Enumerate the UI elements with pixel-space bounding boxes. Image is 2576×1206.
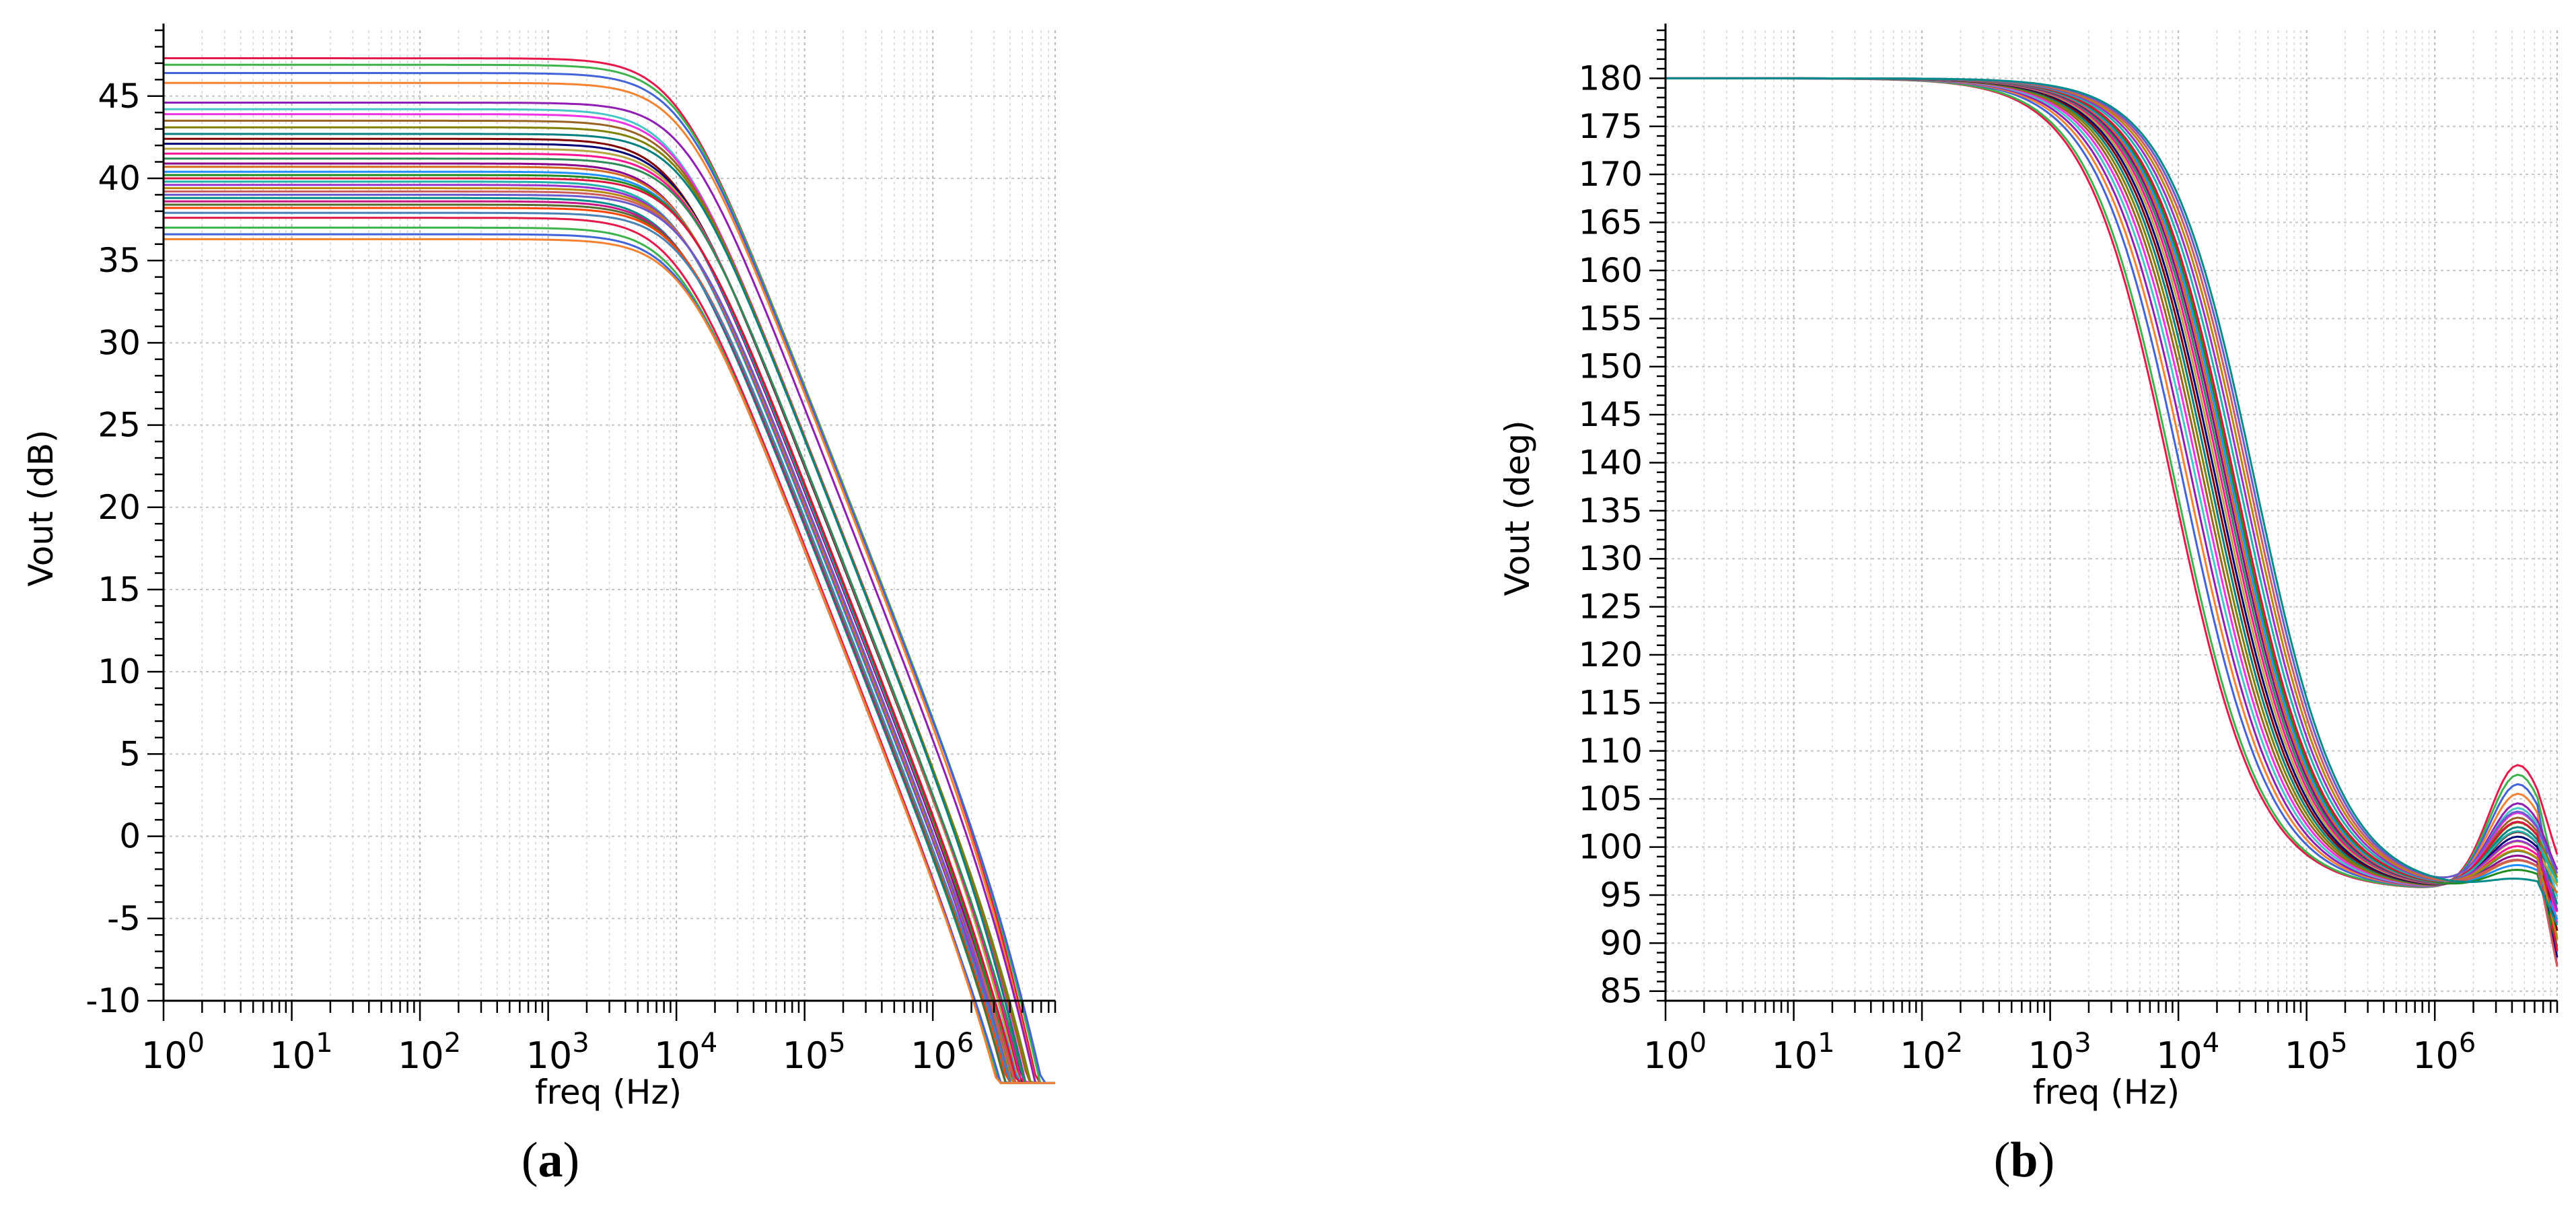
magnitude-series-line — [164, 217, 1055, 1084]
magnitude-x-tick-label: 100 — [141, 1028, 205, 1077]
phase-y-tick-label: 150 — [1579, 347, 1643, 386]
magnitude-y-tick-label: 35 — [98, 241, 141, 280]
phase-series-line — [1666, 77, 2559, 911]
phase-x-tick-label: 104 — [2156, 1028, 2219, 1077]
magnitude-y-tick-label: -10 — [85, 981, 141, 1020]
magnitude-x-axis-label: freq (Hz) — [535, 1073, 682, 1112]
magnitude-y-tick-label: 5 — [119, 734, 141, 773]
phase-x-axis-label: freq (Hz) — [2033, 1073, 2180, 1112]
magnitude-series-line — [164, 133, 1055, 1084]
magnitude-y-tick-label: 0 — [119, 817, 141, 856]
magnitude-series-line — [164, 113, 1055, 1084]
magnitude-series-line — [164, 211, 1055, 1084]
magnitude-series-line — [164, 197, 1055, 1084]
phase-x-tick-labels: 100 101 102 103 104 105 106 — [1643, 1028, 2476, 1077]
magnitude-series-line — [164, 238, 1055, 1084]
magnitude-series-line — [164, 72, 1055, 1084]
caption-b: (b) — [1994, 1133, 2054, 1188]
phase-y-tick-label: 110 — [1579, 732, 1643, 771]
magnitude-x-tick-label: 103 — [526, 1028, 589, 1077]
phase-y-axis-label: Vout (deg) — [1498, 420, 1537, 596]
phase-y-tick-label: 105 — [1579, 779, 1643, 818]
phase-series-line — [1666, 77, 2559, 912]
magnitude-y-tick-label: -5 — [107, 899, 141, 938]
phase-y-tick-label: 95 — [1600, 876, 1643, 915]
magnitude-y-tick-label: 30 — [98, 323, 141, 362]
phase-series-group — [1666, 77, 2559, 967]
magnitude-x-tick-label: 104 — [654, 1028, 717, 1077]
magnitude-y-tick-label: 45 — [98, 77, 141, 116]
phase-x-tick-label: 105 — [2285, 1028, 2348, 1077]
phase-series-line — [1666, 77, 2559, 923]
phase-y-tick-labels: 85 90 95 100 105 110 115 120 125 130 135 140 145 150 1… — [1579, 59, 1643, 1010]
magnitude-series-line — [164, 233, 1055, 1084]
phase-y-tick-label: 175 — [1579, 107, 1643, 146]
phase-x-tick-label: 100 — [1643, 1028, 1707, 1077]
phase-plot: 85 90 95 100 105 110 115 120 125 130 135 140 145 150 1… — [1498, 24, 2559, 1188]
phase-y-tick-label: 165 — [1579, 203, 1643, 242]
phase-y-tick-label: 180 — [1579, 59, 1643, 98]
phase-y-tick-label: 125 — [1579, 588, 1643, 627]
magnitude-series-line — [164, 81, 1055, 1084]
phase-x-tick-label: 102 — [1900, 1028, 1963, 1077]
phase-y-tick-label: 120 — [1579, 635, 1643, 674]
magnitude-series-line — [164, 184, 1055, 1084]
magnitude-x-tick-label: 102 — [398, 1028, 461, 1077]
magnitude-series-line — [164, 147, 1055, 1084]
phase-y-tick-label: 90 — [1600, 923, 1643, 962]
magnitude-y-tick-label: 40 — [98, 159, 141, 198]
magnitude-x-tick-label: 106 — [910, 1028, 974, 1077]
phase-series-line — [1666, 77, 2559, 913]
magnitude-grid — [163, 30, 1056, 1001]
phase-axes — [1649, 24, 2559, 1021]
magnitude-y-tick-label: 25 — [98, 406, 141, 445]
magnitude-x-tick-label: 101 — [269, 1028, 332, 1077]
phase-y-tick-label: 115 — [1579, 683, 1643, 722]
phase-y-tick-label: 140 — [1579, 443, 1643, 482]
phase-x-tick-label: 103 — [2028, 1028, 2091, 1077]
phase-y-tick-label: 145 — [1579, 395, 1643, 434]
magnitude-y-tick-label: 10 — [98, 652, 141, 691]
phase-x-tick-label: 106 — [2412, 1028, 2476, 1077]
magnitude-series-group — [164, 57, 1055, 1084]
magnitude-series-line — [164, 157, 1055, 1084]
phase-y-tick-label: 170 — [1579, 155, 1643, 194]
magnitude-y-tick-labels: -10 -5 0 5 10 15 20 25 30 35 40 45 — [85, 77, 141, 1020]
phase-y-tick-label: 160 — [1579, 251, 1643, 290]
phase-grid — [1665, 30, 2558, 1001]
magnitude-y-tick-label: 20 — [98, 488, 141, 527]
magnitude-x-tick-labels: 100 101 102 103 104 105 106 — [141, 1028, 974, 1077]
phase-x-tick-label: 101 — [1771, 1028, 1834, 1077]
magnitude-axes — [147, 24, 1057, 1021]
phase-y-tick-label: 130 — [1579, 539, 1643, 578]
phase-y-tick-label: 100 — [1579, 828, 1643, 867]
phase-y-tick-label: 155 — [1579, 299, 1643, 338]
caption-a: (a) — [522, 1133, 579, 1188]
magnitude-y-axis-label: Vout (dB) — [22, 429, 61, 586]
magnitude-series-line — [164, 102, 1055, 1084]
magnitude-series-line — [164, 177, 1055, 1084]
phase-y-tick-label: 135 — [1579, 491, 1643, 530]
magnitude-series-line — [164, 193, 1055, 1084]
phase-y-tick-label: 85 — [1600, 972, 1643, 1011]
magnitude-y-tick-label: 15 — [98, 570, 141, 609]
magnitude-series-line — [164, 162, 1055, 1084]
magnitude-x-tick-label: 105 — [783, 1028, 846, 1077]
phase-series-line — [1666, 77, 2559, 926]
